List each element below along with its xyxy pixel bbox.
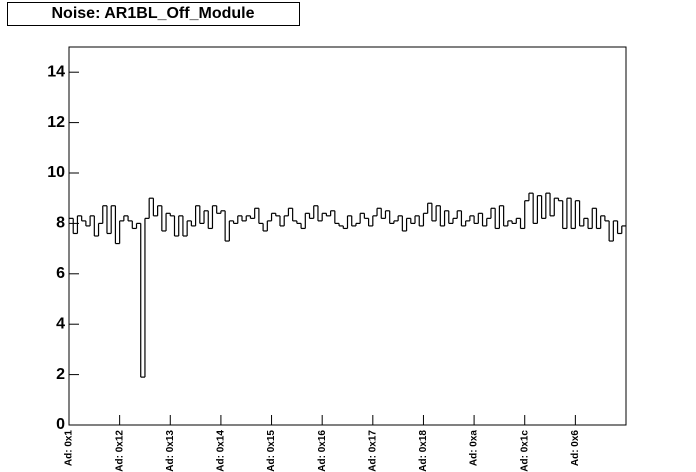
- x-tick-label: Ad: 0x12: [114, 430, 125, 472]
- x-tick-label: Ad: 0x16: [317, 430, 328, 472]
- x-tick-label: Ad: 0x18: [418, 430, 429, 472]
- y-tick-label: 0: [56, 416, 65, 433]
- x-tick-label: Ad: 0x6: [570, 430, 581, 467]
- x-tick-label: Ad: 0x15: [266, 430, 277, 472]
- x-tick-label: Ad: 0x1c: [519, 430, 530, 472]
- plot-frame: [68, 46, 627, 426]
- y-tick-label: 10: [47, 164, 65, 181]
- x-tick-label: Ad: 0x17: [367, 430, 378, 472]
- x-tick-label: Ad: 0x1: [64, 430, 75, 467]
- y-tick-label: 8: [56, 215, 65, 232]
- x-tick-label: Ad: 0x13: [165, 430, 176, 472]
- chart-title: Noise: AR1BL_Off_Module: [52, 5, 255, 22]
- y-tick-label: 6: [56, 265, 65, 282]
- x-tick-label: Ad: 0xa: [469, 430, 480, 467]
- y-tick-label: 4: [56, 315, 65, 332]
- x-tick-label: Ad: 0x14: [216, 430, 227, 472]
- y-tick-label: 14: [47, 63, 65, 80]
- title-box: [7, 2, 300, 26]
- y-tick-label: 2: [56, 366, 65, 383]
- y-tick-label: 12: [47, 114, 65, 131]
